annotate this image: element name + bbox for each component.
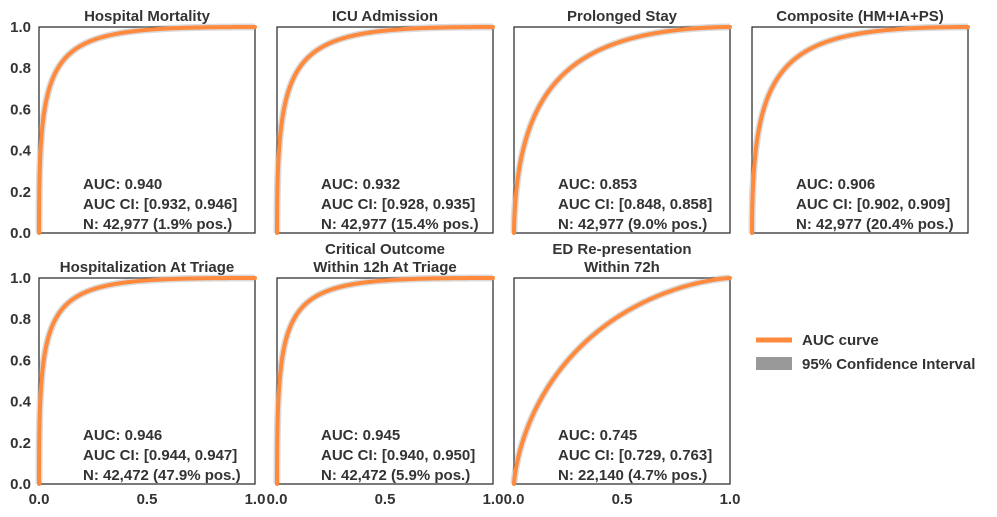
y-tick-label: 1.0 [10, 270, 31, 287]
plot-frame [276, 277, 494, 485]
y-tick-label: 0.0 [10, 225, 31, 242]
y-tick-label: 0.4 [10, 143, 32, 160]
x-tick-label: 0.5 [375, 491, 396, 508]
stat-annotation: AUC: 0.932 [321, 176, 400, 193]
y-tick-label: 0.2 [10, 184, 31, 201]
stat-annotation: AUC CI: [0.944, 0.947] [83, 447, 237, 464]
roc-curve [275, 25, 495, 235]
roc-panel: Prolonged Stay AUC: 0.853 AUC CI: [0.848, … [510, 8, 732, 237]
stat-annotation: N: 42,977 (9.0% pos.) [558, 216, 707, 233]
panel-title: ED Re-presentation [552, 241, 691, 258]
panel-title: ICU Admission [332, 8, 438, 25]
stat-annotation: AUC CI: [0.940, 0.950] [321, 447, 475, 464]
roc-curve [37, 276, 257, 486]
legend-ci-swatch [756, 357, 792, 370]
panel-title: Hospital Mortality [84, 8, 211, 25]
x-tick-label: 1.0 [245, 491, 266, 508]
y-tick-label: 0.4 [10, 394, 32, 411]
legend-ci-label: 95% Confidence Interval [802, 356, 975, 373]
stat-annotation: N: 42,977 (15.4% pos.) [321, 216, 479, 233]
roc-curve [750, 25, 970, 235]
stat-annotation: N: 42,977 (20.4% pos.) [796, 216, 954, 233]
roc-curve [512, 276, 732, 486]
roc-curve [275, 276, 495, 486]
plot-frame [513, 26, 731, 234]
roc-panel: Composite (HM+IA+PS) AUC: 0.906 AUC CI: [0… [748, 8, 970, 237]
x-tick-label: 1.0 [720, 491, 741, 508]
legend-curve-label: AUC curve [802, 332, 879, 349]
roc-panel: ICU Admission AUC: 0.932 AUC CI: [0.928, 0… [273, 8, 495, 236]
stat-annotation: N: 42,472 (47.9% pos.) [83, 467, 241, 484]
x-tick-label: 0.0 [267, 491, 288, 508]
stat-annotation: AUC CI: [0.902, 0.909] [796, 196, 950, 213]
stat-annotation: N: 22,140 (4.7% pos.) [558, 467, 707, 484]
x-tick-label: 0.5 [612, 491, 633, 508]
stat-annotation: AUC: 0.945 [321, 427, 400, 444]
panel-title: Composite (HM+IA+PS) [776, 8, 944, 25]
plot-frame [276, 26, 494, 234]
y-tick-label: 0.8 [10, 311, 31, 328]
roc-panel: Hospital Mortality 0.0 0.2 0.4 0.6 0.8 1.0 AUC:… [10, 8, 257, 242]
y-tick-label: 0.0 [10, 476, 31, 493]
roc-curve [512, 25, 732, 235]
plot-frame [751, 26, 969, 234]
stat-annotation: AUC: 0.906 [796, 176, 875, 193]
x-tick-label: 0.0 [504, 491, 525, 508]
panel-title: Prolonged Stay [567, 8, 678, 25]
stat-annotation: AUC CI: [0.848, 0.858] [558, 196, 712, 213]
stat-annotation: AUC CI: [0.729, 0.763] [558, 447, 712, 464]
stat-annotation: AUC: 0.946 [83, 427, 162, 444]
x-tick-label: 0.0 [29, 491, 50, 508]
panels: Hospital Mortality 0.0 0.2 0.4 0.6 0.8 1.0 AUC:… [10, 8, 970, 508]
stat-annotation: AUC: 0.853 [558, 176, 637, 193]
y-tick-label: 1.0 [10, 19, 31, 36]
stat-annotation: N: 42,472 (5.9% pos.) [321, 467, 470, 484]
panel-title: Within 12h At Triage [313, 259, 457, 276]
y-tick-label: 0.2 [10, 435, 31, 452]
stat-annotation: AUC CI: [0.932, 0.946] [83, 196, 237, 213]
stat-annotation: AUC CI: [0.928, 0.935] [321, 196, 475, 213]
panel-title: Within 72h [584, 259, 660, 276]
plot-frame [38, 277, 256, 485]
stat-annotation: N: 42,977 (1.9% pos.) [83, 216, 232, 233]
y-tick-label: 0.6 [10, 101, 31, 118]
x-tick-label: 0.5 [137, 491, 158, 508]
panel-title: Critical Outcome [325, 241, 445, 258]
x-tick-label: 1.0 [483, 491, 504, 508]
roc-panel: Hospitalization At Triage 0.0 0.2 0.4 0.6 0.8… [10, 259, 265, 508]
roc-curve [37, 25, 257, 235]
legend: AUC curve 95% Confidence Interval [756, 332, 975, 373]
plot-frame [38, 26, 256, 234]
panel-title: Hospitalization At Triage [60, 259, 234, 276]
stat-annotation: AUC: 0.940 [83, 176, 162, 193]
stat-annotation: AUC: 0.745 [558, 427, 637, 444]
y-tick-label: 0.8 [10, 60, 31, 77]
y-tick-label: 0.6 [10, 352, 31, 369]
